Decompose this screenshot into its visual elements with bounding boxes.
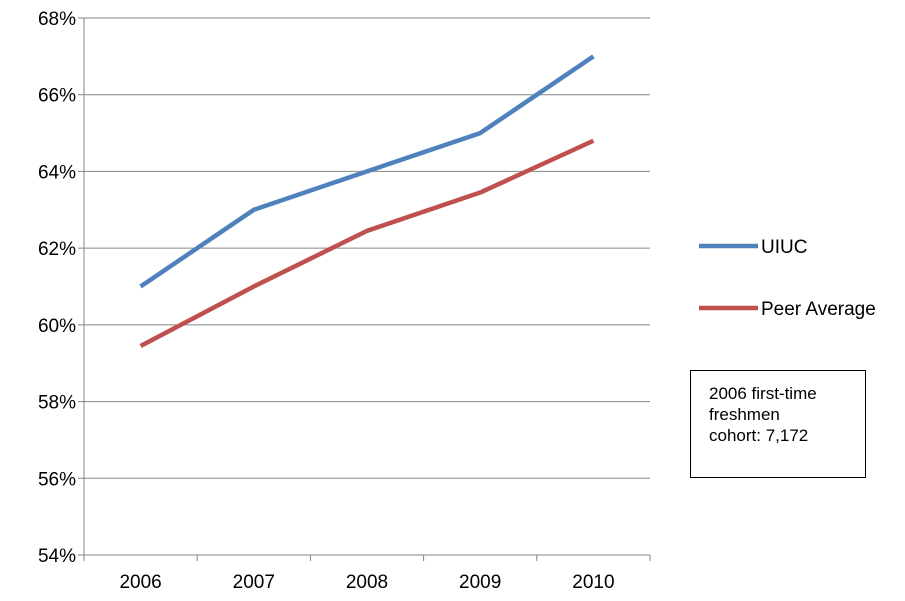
legend-label-peer-average: Peer Average — [761, 299, 876, 320]
y-tick-label: 54% — [38, 546, 76, 567]
series-lines — [139, 54, 595, 348]
series-line-uiuc — [139, 54, 595, 289]
gridlines — [84, 17, 650, 479]
annotation-text: 2006 first-time freshmen cohort: 7,172 — [709, 383, 859, 446]
annotation-line: cohort: 7,172 — [709, 426, 809, 445]
x-tick-label: 2007 — [233, 572, 275, 593]
y-tick-label: 60% — [38, 316, 76, 337]
annotation-box: 2006 first-time freshmen cohort: 7,172 — [690, 370, 866, 478]
x-tick-labels: 2006 2007 2008 2009 2010 — [119, 572, 614, 593]
x-tick-label: 2009 — [459, 572, 501, 593]
series-line-peer-average — [139, 138, 595, 348]
legend: UIUC Peer Average — [699, 237, 876, 320]
y-tick-label: 58% — [38, 393, 76, 414]
y-tick-label: 64% — [38, 162, 76, 183]
annotation-line: 2006 first-time — [709, 384, 817, 403]
axes — [78, 17, 651, 561]
legend-label-uiuc: UIUC — [761, 237, 807, 258]
x-tick-label: 2010 — [572, 572, 614, 593]
y-tick-label: 66% — [38, 86, 76, 107]
y-tick-label: 62% — [38, 239, 76, 260]
y-tick-label: 56% — [38, 469, 76, 490]
annotation-line: freshmen — [709, 405, 780, 424]
y-tick-label: 68% — [38, 9, 76, 30]
x-tick-label: 2008 — [346, 572, 388, 593]
y-tick-labels: 54% 56% 58% 60% 62% 64% 66% 68% — [38, 9, 76, 567]
x-tick-label: 2006 — [119, 572, 161, 593]
